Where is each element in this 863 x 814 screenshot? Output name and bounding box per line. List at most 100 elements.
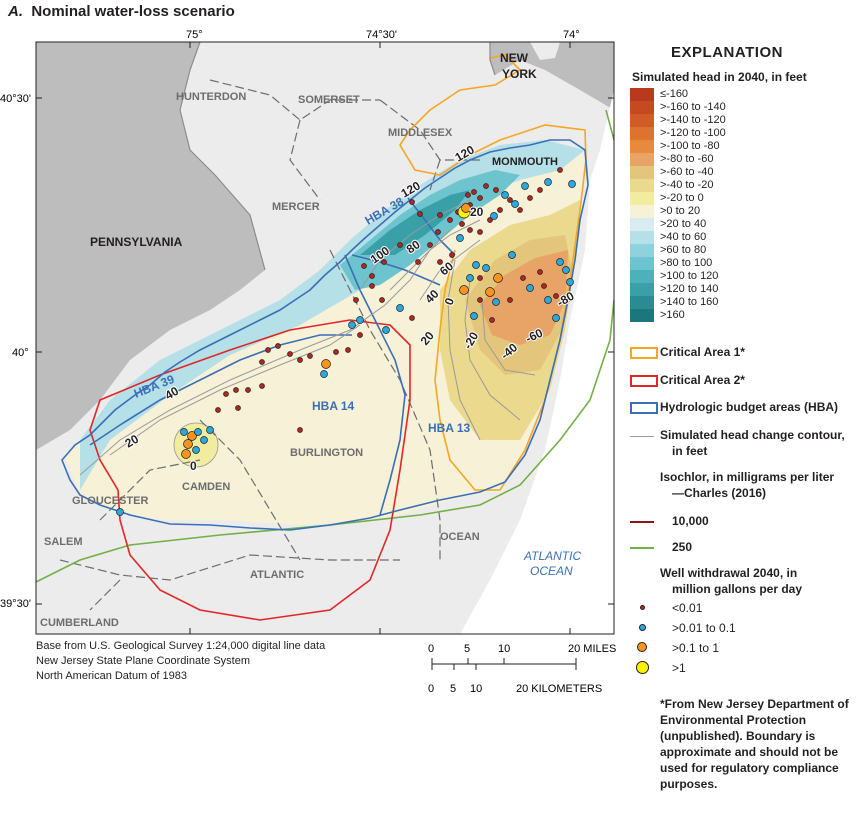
critical-area-1-boundary	[399, 54, 587, 491]
legend-head-swatch	[630, 231, 654, 244]
well-marker	[206, 426, 214, 434]
place-pennsylvania: PENNSYLVANIA	[90, 235, 183, 249]
well-marker	[459, 285, 469, 295]
well-marker	[381, 259, 387, 265]
figure-title: A. Nominal water-loss scenario	[8, 3, 235, 20]
well-marker	[493, 273, 503, 283]
well-marker	[180, 428, 188, 436]
well-marker	[552, 314, 560, 322]
well-marker	[562, 296, 570, 304]
well-marker	[409, 199, 415, 205]
legend-head-label: >0 to 20	[660, 205, 701, 217]
well-marker	[493, 187, 499, 193]
scale-mi-0: 0	[428, 643, 434, 655]
new-york-region	[490, 42, 614, 110]
hba-14-label: HBA 14	[312, 399, 355, 413]
well-marker	[492, 298, 500, 306]
well-marker	[461, 203, 471, 213]
well-marker	[321, 359, 331, 369]
hba-13-label: HBA 13	[428, 421, 471, 435]
footnote: *From New Jersey Department of Environme…	[660, 697, 849, 791]
legend-heading: EXPLANATION	[671, 44, 783, 61]
well-marker	[435, 229, 441, 235]
well-marker	[507, 197, 513, 203]
well-marker	[485, 287, 495, 297]
county-hunterdon: HUNTERDON	[176, 91, 246, 103]
legend-head-swatch	[630, 101, 654, 114]
well-marker	[116, 508, 124, 516]
head-zone-120-160	[360, 190, 470, 255]
legend-isochlor-swatch	[630, 521, 654, 523]
legend-well-symbol	[639, 604, 645, 610]
place-new-york-2: YORK	[502, 67, 537, 81]
legend-head-swatch	[630, 309, 654, 322]
well-marker	[556, 258, 564, 266]
well-marker	[409, 315, 415, 321]
well-marker	[382, 326, 390, 334]
legend-isochlor-swatch	[630, 547, 654, 549]
legend-well-label: >0.1 to 1	[672, 641, 720, 655]
legend-head-swatch	[630, 244, 654, 257]
legend-head-label: >-60 to -40	[660, 166, 714, 178]
county-ocean: OCEAN	[440, 531, 480, 543]
county-boundaries	[59, 79, 480, 611]
well-marker	[200, 436, 208, 444]
scale-mi-5: 5	[464, 643, 470, 655]
county-salem: SALEM	[44, 536, 83, 548]
well-marker	[541, 283, 547, 289]
well-marker	[467, 227, 473, 233]
legend-well-symbol	[638, 623, 646, 631]
well-marker	[215, 407, 221, 413]
county-camden: CAMDEN	[182, 481, 230, 493]
legend-head-label: >-80 to -60	[660, 153, 714, 165]
legend-line-label: Simulated head change contour,	[660, 428, 845, 442]
legend-isochlor-title: Isochlor, in milligrams per liter	[660, 470, 835, 484]
well-marker	[568, 180, 576, 188]
well-marker	[415, 259, 421, 265]
well-marker	[471, 189, 477, 195]
legend-head-label: >60 to 80	[660, 244, 707, 256]
legend-head-swatch	[630, 192, 654, 205]
county-burlington: BURLINGTON	[290, 447, 363, 459]
legend-head-swatch	[630, 153, 654, 166]
well-marker	[396, 304, 404, 312]
graticule-ticks	[36, 42, 614, 634]
well-marker	[544, 296, 552, 304]
well-marker	[517, 207, 523, 213]
scale-km-10: 10	[470, 683, 482, 695]
legend-isochlor-sub: —Charles (2016)	[672, 486, 767, 500]
scale-km-0: 0	[428, 683, 434, 695]
well-marker	[501, 191, 509, 199]
well-marker	[320, 370, 328, 378]
legend-well-symbol	[637, 642, 647, 652]
scale-km-20: 20 KILOMETERS	[516, 683, 602, 695]
well-marker	[287, 351, 293, 357]
contour-label: 20	[470, 205, 484, 219]
legend-head-label: >160	[660, 309, 685, 321]
well-marker	[489, 317, 495, 323]
well-marker	[487, 217, 493, 223]
well-marker	[437, 212, 443, 218]
legend-head-label: >-40 to -20	[660, 179, 714, 191]
well-marker	[307, 353, 313, 359]
scale-bar	[431, 658, 577, 670]
well-marker	[566, 278, 574, 286]
legend-head-label: >20 to 40	[660, 218, 707, 230]
well-marker	[397, 242, 403, 248]
lon-label-75: 75°	[186, 29, 203, 41]
legend-head-label: >-100 to -80	[660, 140, 720, 152]
credit-line-1: Base from U.S. Geological Survey 1:24,00…	[36, 640, 326, 652]
county-atlantic: ATLANTIC	[250, 569, 304, 581]
well-marker	[537, 269, 543, 275]
well-marker	[508, 251, 516, 259]
lon-label-7430: 74°30'	[366, 29, 397, 41]
well-marker	[447, 217, 453, 223]
well-marker	[235, 405, 241, 411]
well-marker	[297, 357, 303, 363]
legend-isochlor-label: 10,000	[672, 514, 709, 528]
legend-head-label: >140 to 160	[660, 296, 719, 308]
head-change-contours	[79, 199, 536, 476]
legend-head-swatch	[630, 257, 654, 270]
legend-line-label: Critical Area 2*	[660, 373, 745, 387]
